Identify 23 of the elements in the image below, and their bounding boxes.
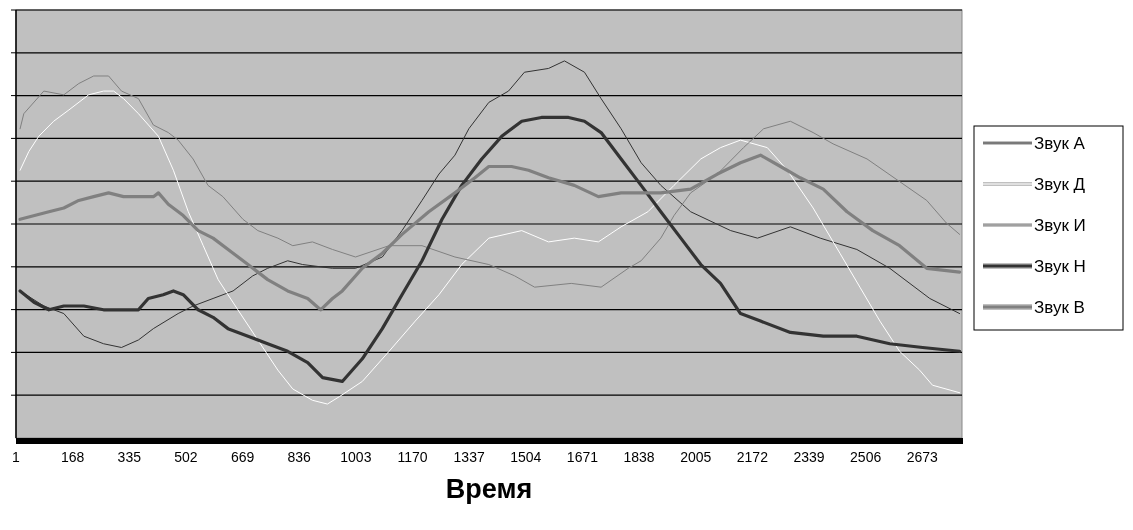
x-tick-label: 2506: [850, 449, 882, 465]
x-tick-label: 1003: [340, 449, 372, 465]
legend-label: Звук А: [1034, 134, 1086, 153]
x-tick-label: 2005: [680, 449, 712, 465]
x-tick-label: 1671: [566, 449, 599, 465]
x-tick-label: 168: [60, 449, 85, 465]
x-tick-label: 669: [230, 449, 255, 465]
x-tick-label: 502: [174, 449, 198, 465]
legend-label: Звук В: [1034, 298, 1085, 317]
legend-label: Звук Н: [1034, 257, 1086, 276]
x-tick-label: 1337: [453, 449, 485, 465]
x-axis-title: Время: [445, 474, 533, 504]
x-tick-label: 836: [287, 449, 312, 465]
x-tick-label: 335: [117, 449, 142, 465]
x-tick-label: 2172: [736, 449, 769, 465]
x-tick-label: 1170: [397, 449, 428, 465]
x-tick-label: 1838: [623, 449, 655, 465]
x-tick-label: 2339: [793, 449, 825, 465]
x-tick-label: 2673: [906, 449, 939, 465]
legend-label: Звук Д: [1034, 175, 1086, 194]
x-tick-label: 1: [12, 449, 21, 465]
legend-label: Звук И: [1034, 216, 1086, 235]
x-tick-label: 1504: [510, 449, 542, 465]
